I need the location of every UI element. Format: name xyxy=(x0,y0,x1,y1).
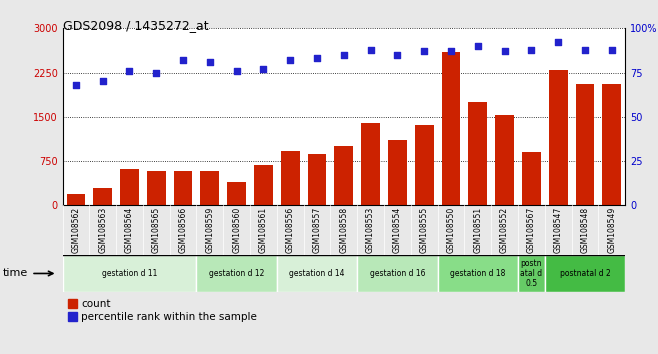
Point xyxy=(97,79,108,84)
Text: GDS2098 / 1435272_at: GDS2098 / 1435272_at xyxy=(63,19,208,33)
Text: gestation d 14: gestation d 14 xyxy=(290,269,345,278)
Bar xyxy=(197,255,277,292)
Point xyxy=(526,47,537,52)
Text: time: time xyxy=(3,268,53,279)
Point xyxy=(124,68,135,74)
Text: GSM108565: GSM108565 xyxy=(152,207,161,253)
Text: GSM108557: GSM108557 xyxy=(313,207,322,253)
Bar xyxy=(442,52,461,205)
Text: GSM108554: GSM108554 xyxy=(393,207,402,253)
Bar xyxy=(63,255,197,292)
Text: GSM108556: GSM108556 xyxy=(286,207,295,253)
Bar xyxy=(93,188,112,205)
Bar xyxy=(576,84,594,205)
Text: GSM108548: GSM108548 xyxy=(580,207,590,253)
Point xyxy=(392,52,403,58)
Point xyxy=(285,57,295,63)
Text: GSM108553: GSM108553 xyxy=(366,207,375,253)
Point xyxy=(499,48,510,54)
Bar xyxy=(361,123,380,205)
Point xyxy=(258,66,268,72)
Point xyxy=(607,47,617,52)
Bar xyxy=(334,146,353,205)
Bar xyxy=(545,255,625,292)
Text: gestation d 18: gestation d 18 xyxy=(450,269,505,278)
Bar xyxy=(602,84,621,205)
Point xyxy=(580,47,590,52)
Text: GSM108558: GSM108558 xyxy=(340,207,348,253)
Bar xyxy=(518,255,545,292)
Text: GSM108549: GSM108549 xyxy=(607,207,616,253)
Bar xyxy=(201,171,219,205)
Point xyxy=(419,48,430,54)
Point xyxy=(205,59,215,65)
Text: GSM108567: GSM108567 xyxy=(527,207,536,253)
Bar xyxy=(281,151,299,205)
Bar xyxy=(438,255,518,292)
Bar xyxy=(227,182,246,205)
Point xyxy=(178,57,188,63)
Point xyxy=(445,48,456,54)
Text: GSM108547: GSM108547 xyxy=(553,207,563,253)
Point xyxy=(312,56,322,61)
Text: gestation d 11: gestation d 11 xyxy=(102,269,157,278)
Text: GSM108560: GSM108560 xyxy=(232,207,241,253)
Text: GSM108550: GSM108550 xyxy=(447,207,455,253)
Text: postnatal d 2: postnatal d 2 xyxy=(559,269,610,278)
Point xyxy=(553,40,563,45)
Text: GSM108559: GSM108559 xyxy=(205,207,215,253)
Point xyxy=(338,52,349,58)
Text: GSM108561: GSM108561 xyxy=(259,207,268,253)
Legend: count, percentile rank within the sample: count, percentile rank within the sample xyxy=(68,299,257,322)
Text: GSM108551: GSM108551 xyxy=(473,207,482,253)
Bar xyxy=(277,255,357,292)
Bar xyxy=(495,115,514,205)
Text: GSM108566: GSM108566 xyxy=(178,207,188,253)
Point xyxy=(365,47,376,52)
Text: GSM108563: GSM108563 xyxy=(98,207,107,253)
Bar xyxy=(415,125,434,205)
Text: gestation d 12: gestation d 12 xyxy=(209,269,265,278)
Text: GSM108564: GSM108564 xyxy=(125,207,134,253)
Text: postn
atal d
0.5: postn atal d 0.5 xyxy=(520,258,542,289)
Bar xyxy=(522,152,541,205)
Bar xyxy=(357,255,438,292)
Point xyxy=(232,68,242,74)
Text: GSM108552: GSM108552 xyxy=(500,207,509,253)
Point xyxy=(70,82,81,88)
Bar xyxy=(549,70,567,205)
Point xyxy=(151,70,162,75)
Bar xyxy=(388,141,407,205)
Bar xyxy=(468,102,487,205)
Bar xyxy=(147,171,166,205)
Bar xyxy=(308,154,326,205)
Bar xyxy=(120,169,139,205)
Point xyxy=(472,43,483,49)
Bar xyxy=(174,171,192,205)
Text: GSM108555: GSM108555 xyxy=(420,207,428,253)
Text: gestation d 16: gestation d 16 xyxy=(370,269,425,278)
Text: GSM108562: GSM108562 xyxy=(72,207,80,253)
Bar xyxy=(66,194,86,205)
Bar xyxy=(254,165,273,205)
